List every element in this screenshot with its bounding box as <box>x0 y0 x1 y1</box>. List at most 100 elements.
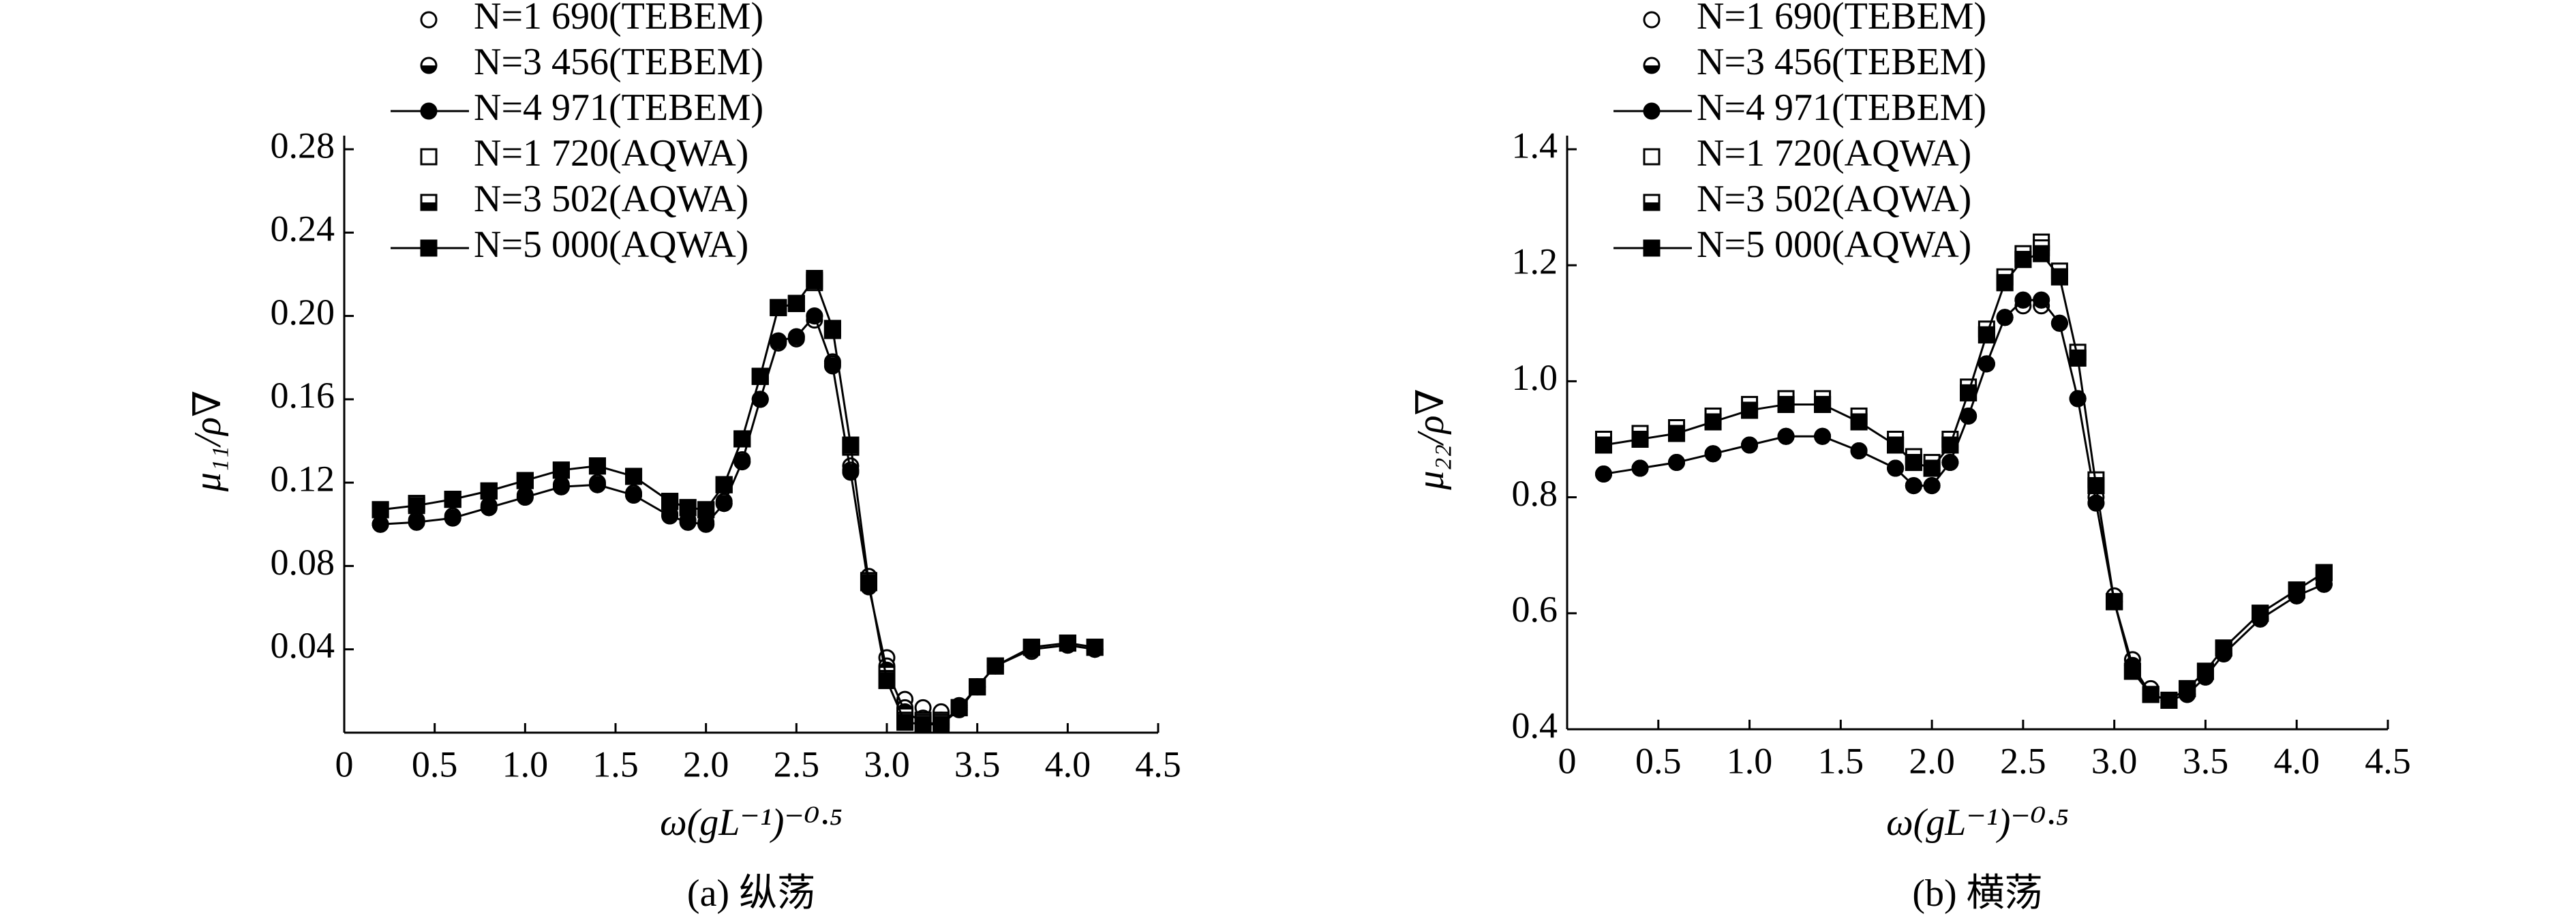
marker <box>860 574 877 592</box>
y-tick-label: 1.4 <box>1512 125 1558 166</box>
marker <box>661 493 679 510</box>
x-tick-label: 0 <box>1558 740 1577 781</box>
x-tick-label: 0.5 <box>1635 740 1682 781</box>
marker <box>372 515 389 533</box>
y-tick-label: 0.08 <box>271 542 335 583</box>
x-tick-label: 2.0 <box>1909 740 1955 781</box>
y-tick-label: 0.12 <box>271 459 335 500</box>
legend-label: N=4 971(TEBEM) <box>1697 87 1986 129</box>
marker <box>2179 680 2196 697</box>
marker <box>2215 639 2232 657</box>
legend-label: N=3 456(TEBEM) <box>1697 41 1986 83</box>
legend-marker <box>1643 102 1661 120</box>
marker <box>770 299 787 316</box>
legend-marker <box>1643 239 1661 257</box>
marker <box>1814 427 1832 445</box>
marker <box>896 714 914 731</box>
x-tick-label: 3.5 <box>2183 740 2229 781</box>
marker <box>408 513 425 531</box>
marker <box>1978 355 1995 373</box>
marker-half <box>421 202 436 210</box>
marker <box>1996 309 2014 326</box>
marker <box>1887 436 1905 454</box>
marker <box>444 491 461 508</box>
marker <box>806 270 823 288</box>
y-tick-label: 0.16 <box>271 375 335 416</box>
marker <box>1905 477 1922 495</box>
marker <box>1631 459 1649 477</box>
x-tick-label: 2.5 <box>774 744 820 784</box>
legend-label: N=3 456(TEBEM) <box>474 41 763 83</box>
x-tick-label: 1.5 <box>592 744 639 784</box>
x-tick-label: 3.0 <box>2091 740 2138 781</box>
marker <box>2160 691 2178 709</box>
marker <box>1978 326 1995 344</box>
marker <box>1022 639 1040 656</box>
marker <box>372 501 389 519</box>
marker <box>2087 494 2105 512</box>
marker <box>806 307 823 325</box>
y-tick-label: 0.24 <box>271 209 335 249</box>
marker <box>2123 662 2141 680</box>
marker <box>1741 401 1759 419</box>
marker <box>1668 454 1686 472</box>
marker <box>770 332 787 350</box>
marker <box>933 716 950 733</box>
marker <box>787 294 805 312</box>
legend-marker <box>420 148 438 166</box>
marker <box>751 367 769 385</box>
y-tick-label: 0.8 <box>1512 473 1558 514</box>
legend-label: N=1 690(TEBEM) <box>474 0 763 37</box>
legend-label: N=5 000(AQWA) <box>474 224 748 266</box>
legend-label: N=1 720(AQWA) <box>474 132 748 174</box>
marker <box>2142 686 2160 703</box>
marker <box>733 453 751 471</box>
marker <box>1941 454 1959 472</box>
marker <box>733 430 751 448</box>
marker <box>986 657 1004 675</box>
marker <box>2014 291 2032 309</box>
marker <box>969 678 986 696</box>
marker <box>1777 395 1795 413</box>
marker <box>408 497 425 515</box>
y-tick-label: 0.6 <box>1512 589 1558 630</box>
marker <box>625 468 643 485</box>
x-tick-label: 0.5 <box>412 744 458 784</box>
marker <box>444 509 461 527</box>
marker <box>1941 436 1959 454</box>
marker <box>823 320 841 337</box>
marker <box>2050 314 2068 332</box>
marker <box>679 499 697 517</box>
marker <box>697 501 715 519</box>
series-line <box>1603 252 2325 702</box>
marker <box>552 461 570 479</box>
marker <box>1059 635 1076 652</box>
marker <box>1704 413 1722 431</box>
marker <box>1086 639 1104 656</box>
marker <box>2033 245 2050 262</box>
legend-marker <box>420 11 438 29</box>
y-tick-label: 0.28 <box>271 125 335 166</box>
marker <box>1923 459 1941 477</box>
marker <box>2196 662 2214 680</box>
x-tick-label: 0 <box>335 744 354 784</box>
marker <box>588 476 606 493</box>
y-axis-label: μ₂₂/ρ∇ <box>1410 388 1452 491</box>
legend-label: N=3 502(AQWA) <box>474 178 748 220</box>
marker-half <box>1644 202 1659 210</box>
marker <box>950 699 968 716</box>
marker <box>480 499 498 517</box>
y-tick-label: 0.4 <box>1512 705 1558 746</box>
x-tick-label: 3.0 <box>864 744 910 784</box>
marker <box>516 489 534 506</box>
marker <box>1887 459 1905 477</box>
legend-label: N=4 971(TEBEM) <box>474 87 763 129</box>
legend-marker <box>1643 11 1661 29</box>
legend-marker <box>420 102 438 120</box>
marker <box>480 482 498 500</box>
x-tick-label: 1.5 <box>1818 740 1864 781</box>
marker <box>1777 427 1795 445</box>
marker <box>552 478 570 495</box>
marker <box>2315 564 2333 581</box>
